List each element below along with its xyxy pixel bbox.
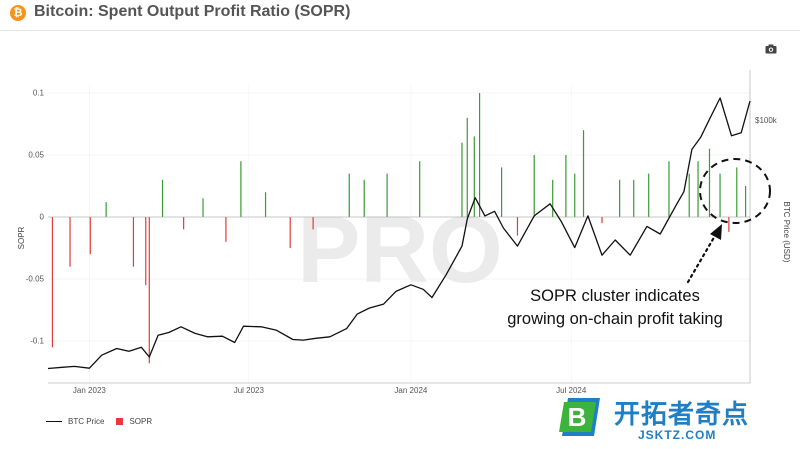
sopr-bar: [348, 173, 350, 217]
sopr-bar: [728, 217, 730, 232]
legend-sopr-swatch: [116, 418, 124, 425]
sopr-bar: [419, 161, 421, 217]
axes: [48, 70, 751, 384]
sopr-bar: [744, 186, 747, 217]
sopr-bar: [478, 93, 481, 217]
legend-btc-price[interactable]: BTC Price: [68, 417, 105, 426]
annotation-circle: [699, 158, 771, 224]
sopr-bar: [473, 136, 475, 217]
sopr-bar: [240, 161, 242, 217]
camera-icon[interactable]: [765, 44, 777, 54]
btc-price-path: [47, 97, 751, 370]
sopr-bar: [708, 148, 711, 217]
y-tick-label: -0.05: [26, 275, 45, 284]
btc-price-line: [47, 97, 751, 370]
logo-letter: B: [568, 402, 587, 432]
legend-btc-price-swatch: [46, 421, 62, 422]
sopr-bar: [312, 217, 314, 230]
sopr-bar: [51, 217, 54, 348]
sopr-bar: [145, 217, 147, 286]
sopr-bar: [161, 179, 164, 217]
y-tick-label: -0.1: [30, 337, 44, 346]
y-tick-label: 0.1: [33, 89, 45, 98]
annotation-line-2: growing on-chain profit taking: [507, 310, 723, 328]
sopr-bar: [225, 217, 227, 242]
sopr-bar: [719, 173, 721, 217]
logo-b-icon: B: [559, 398, 600, 436]
annotation-text: SOPR cluster indicates growing on-chain …: [480, 285, 750, 331]
logo-url: JSKTZ.COM: [638, 428, 717, 442]
sopr-bar: [574, 173, 576, 217]
sopr-bar: [516, 217, 519, 236]
watermark-text: PRO: [297, 197, 503, 303]
sopr-bar: [601, 217, 603, 224]
chart-legend: BTC Price SOPR: [46, 417, 158, 426]
sopr-bar: [69, 217, 71, 267]
sopr-bar: [105, 202, 107, 217]
sopr-bar: [697, 161, 699, 217]
sopr-bar: [565, 155, 567, 217]
x-tick-label: Jul 2024: [556, 386, 587, 395]
y2-axis-label: BTC Price (USD): [782, 202, 791, 263]
sopr-bar: [582, 130, 585, 217]
sopr-bar: [501, 167, 503, 217]
annotation-arrow: [686, 232, 718, 284]
x-tick-label: Jan 2024: [394, 386, 427, 395]
sopr-bar: [289, 217, 291, 248]
y2-tick-label: $100k: [755, 116, 778, 125]
legend-sopr[interactable]: SOPR: [129, 417, 153, 426]
bitcoin-icon: ₿: [10, 5, 26, 21]
y-tick-label: 0.05: [28, 151, 44, 160]
sopr-bar: [132, 217, 135, 267]
sopr-bar: [466, 117, 468, 217]
sopr-bar: [386, 173, 388, 217]
sopr-bar: [264, 192, 267, 217]
sopr-bar: [736, 167, 738, 217]
sopr-bar: [619, 179, 621, 217]
sopr-bar: [633, 179, 635, 217]
x-tick-label: Jan 2023: [73, 386, 106, 395]
logo-text: 开拓者奇点: [614, 400, 750, 430]
axis-labels: 0.1 0.05 0 -0.05 -0.1 Jan 2023 Jul 2023 Jan 202…: [17, 89, 791, 396]
site-logo: B 开拓者奇点 JSKTZ.COM: [558, 392, 798, 448]
annotation-shapes: [686, 158, 771, 284]
sopr-bar: [89, 217, 91, 255]
chart-title: Bitcoin: Spent Output Profit Ratio (SOPR…: [34, 3, 351, 20]
sopr-bar: [183, 217, 185, 230]
sopr-bar: [533, 155, 535, 217]
chart-header: ₿ Bitcoin: Spent Output Profit Ratio (SO…: [0, 0, 800, 31]
sopr-bars: [51, 93, 747, 364]
sopr-bar: [648, 173, 650, 217]
sopr-bar: [363, 179, 365, 217]
sopr-bar: [148, 217, 150, 364]
y-axis-label: SOPR: [17, 226, 26, 249]
x-tick-label: Jul 2023: [234, 386, 265, 395]
sopr-bar: [461, 142, 463, 217]
y-tick-label: 0: [40, 213, 45, 222]
sopr-bar: [688, 173, 690, 217]
sopr-bar: [668, 161, 670, 217]
sopr-bar: [552, 179, 554, 217]
annotation-line-1: SOPR cluster indicates: [530, 287, 700, 305]
sopr-bar: [202, 198, 204, 217]
